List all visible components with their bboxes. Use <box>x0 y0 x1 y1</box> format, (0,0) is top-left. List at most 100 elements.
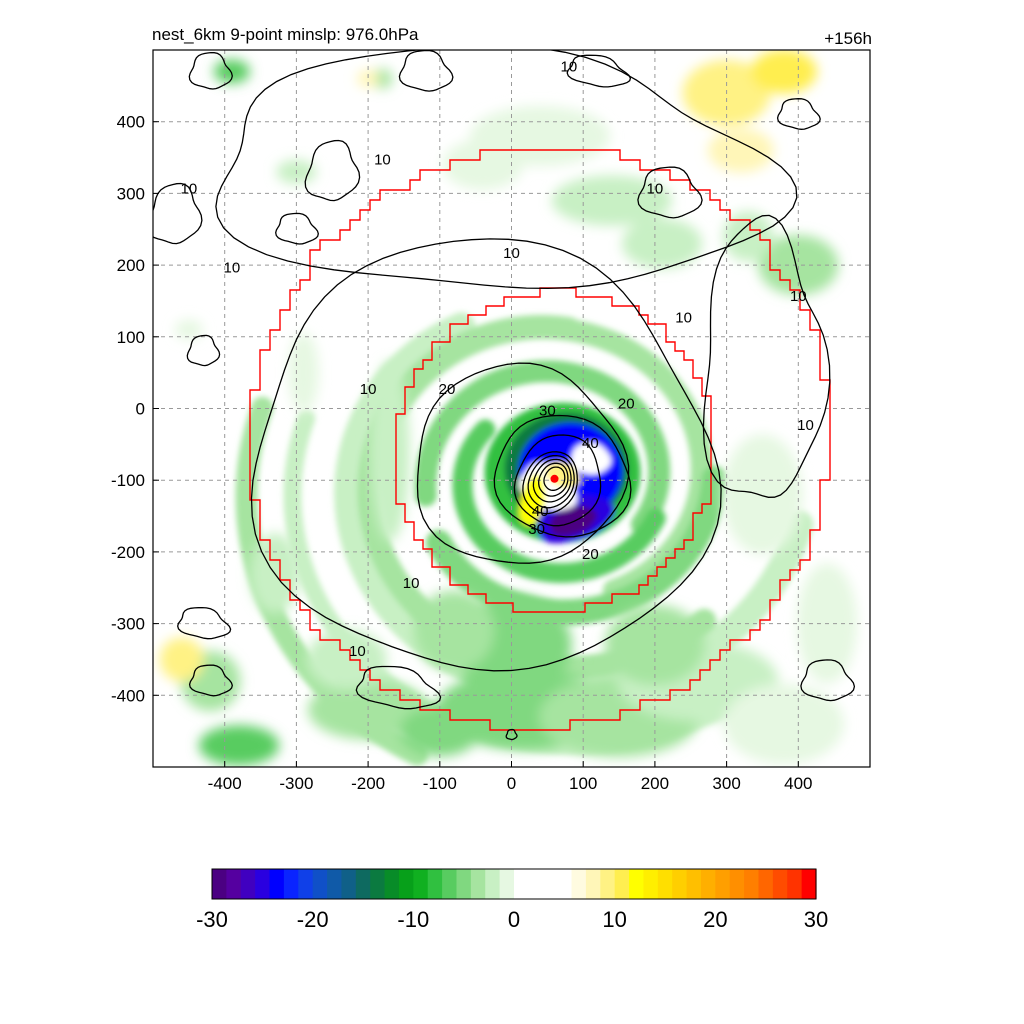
colorbar-swatch <box>212 869 227 899</box>
contour-label: 10 <box>349 643 366 660</box>
field-patch <box>621 218 703 269</box>
colorbar-swatch <box>629 869 645 899</box>
nest-boundaries <box>249 149 831 731</box>
y-tick-label: 400 <box>117 113 145 132</box>
contour-label: 10 <box>797 417 814 434</box>
contour-small <box>566 54 632 88</box>
contour-10-outer <box>215 50 798 290</box>
colorbar-swatch <box>413 869 429 899</box>
colorbar-tick-label: 0 <box>508 907 520 932</box>
colorbar-tick-label: 20 <box>703 907 727 932</box>
contour-label: 10 <box>561 59 578 76</box>
storm-center-marker <box>550 474 559 483</box>
colorbar-swatch <box>384 869 400 899</box>
contour-20 <box>416 362 630 564</box>
contour-small <box>398 50 454 92</box>
field-patch <box>369 361 410 542</box>
colorbar-swatch <box>672 869 688 899</box>
field-patch <box>722 434 803 555</box>
inner-nest-boundary <box>395 287 712 613</box>
colorbar-tick-label: 30 <box>804 907 828 932</box>
colorbar-swatch <box>283 869 299 899</box>
y-tick-label: -400 <box>111 686 145 705</box>
field-patch <box>442 139 523 190</box>
chart-title: nest_6km 9-point minslp: 976.0hPa <box>152 25 419 44</box>
colorbar-swatch <box>255 869 271 899</box>
colorbar-swatch <box>470 869 486 899</box>
field-patch <box>551 175 673 226</box>
colorbar-frame <box>211 868 817 900</box>
spiral-band <box>386 317 713 602</box>
colorbar-tick-label: -20 <box>297 907 329 932</box>
contour-label: 40 <box>532 503 549 520</box>
field-patch <box>372 68 393 89</box>
colorbar-swatch <box>729 869 745 899</box>
colorbar-swatch <box>700 869 716 899</box>
contour-small <box>188 51 233 90</box>
colorbar-swatch <box>758 869 774 899</box>
contour-inner <box>538 462 569 497</box>
colorbar-swatch <box>787 869 803 899</box>
spiral-band <box>414 360 671 536</box>
colorbar-swatch <box>442 869 458 899</box>
colorbar-swatch <box>226 869 242 899</box>
x-tick-label: -100 <box>423 774 457 793</box>
contour-label: 10 <box>647 180 664 197</box>
field-patch <box>758 234 839 296</box>
contour-label: 20 <box>618 396 635 413</box>
colorbar-swatch <box>801 869 817 899</box>
colorbar-swatch <box>542 869 558 899</box>
contour-label: 20 <box>439 381 456 398</box>
colorbar-swatch <box>269 869 285 899</box>
field-patch <box>213 59 250 84</box>
y-tick-label: -100 <box>111 471 145 490</box>
colorbar-swatch <box>398 869 414 899</box>
field-patch <box>723 211 774 262</box>
contour-label: 10 <box>181 180 198 197</box>
contour-inner <box>527 454 575 509</box>
colorbar-swatch <box>557 869 573 899</box>
contour-small <box>153 182 203 245</box>
field-patch <box>174 319 203 340</box>
axes: -400 -300 -200 -100 0 100 200 300 40040030020010… <box>111 113 813 793</box>
colorbar-swatch <box>585 869 601 899</box>
contour-small <box>355 665 442 710</box>
positive-patch <box>750 50 817 94</box>
colorbar-swatch <box>499 869 515 899</box>
y-tick-label: -200 <box>111 543 145 562</box>
x-tick-label: -400 <box>208 774 242 793</box>
field-patches <box>159 50 858 766</box>
contour-small <box>304 139 361 202</box>
colorbar-swatch <box>686 869 702 899</box>
positive-patch <box>159 637 204 682</box>
contour-inner <box>522 451 578 515</box>
colorbar-swatch <box>715 869 731 899</box>
contour-inner <box>532 458 572 503</box>
colorbar-swatch <box>427 869 443 899</box>
y-tick-label: 0 <box>136 400 145 419</box>
spiral-band <box>452 419 666 583</box>
x-tick-label: 400 <box>784 774 812 793</box>
x-tick-label: 200 <box>641 774 669 793</box>
y-tick-label: 200 <box>117 256 145 275</box>
contour-40 <box>513 434 602 527</box>
contour-small <box>186 334 221 367</box>
contour-label: 10 <box>503 245 520 262</box>
colorbar-swatch <box>327 869 343 899</box>
contour-label: 30 <box>528 521 545 538</box>
contour-label: 30 <box>539 403 556 420</box>
field-patch <box>288 332 319 413</box>
colorbar-swatch <box>240 869 256 899</box>
contour-label: 10 <box>403 575 420 592</box>
colorbar-swatch <box>744 869 760 899</box>
contour-small <box>177 606 232 640</box>
contour-small <box>505 728 518 741</box>
x-tick-label: 0 <box>507 774 516 793</box>
spiral-band <box>425 465 728 626</box>
storm-center-dot <box>550 474 559 483</box>
contour-label: 20 <box>582 546 599 563</box>
contour-inner <box>543 466 566 491</box>
